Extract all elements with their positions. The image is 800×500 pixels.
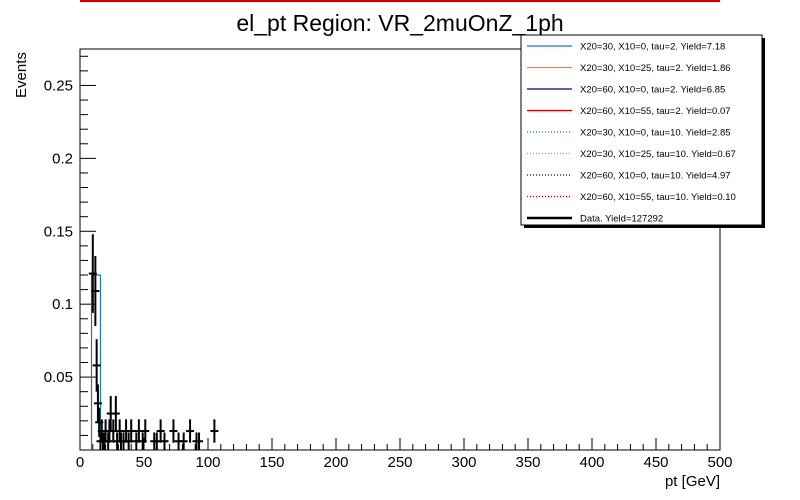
- y-tick-label: 0.2: [52, 150, 73, 167]
- legend-entry: X20=30, X10=0, tau=2. Yield=7.18: [527, 42, 725, 53]
- legend-entry: X20=60, X10=0, tau=2. Yield=6.85: [527, 85, 725, 96]
- legend-entry: X20=30, X10=25, tau=10. Yield=0.67: [527, 149, 736, 160]
- y-axis: 0.05 0.1 0.15 0.2 0.25: [44, 55, 96, 451]
- legend-label: X20=30, X10=25, tau=10. Yield=0.67: [580, 149, 736, 160]
- y-tick-label: 0.1: [52, 296, 73, 313]
- x-axis: 0 50 100 150 200 250 300 350 400 450 500: [76, 438, 733, 471]
- x-tick-label: 500: [707, 454, 732, 471]
- data-point: [186, 419, 195, 443]
- data-point: [127, 419, 136, 443]
- legend-entry: Data. Yield=127292: [527, 214, 663, 225]
- x-tick-label: 100: [195, 454, 220, 471]
- chart-title: el_pt Region: VR_2muOnZ_1ph: [236, 10, 563, 36]
- data-points: [88, 234, 219, 450]
- legend-label: X20=60, X10=0, tau=2. Yield=6.85: [580, 85, 725, 96]
- y-tick-label: 0.25: [44, 77, 73, 94]
- data-point: [160, 432, 169, 450]
- x-tick-label: 50: [136, 454, 153, 471]
- x-tick-label: 200: [323, 454, 348, 471]
- legend-label: X20=30, X10=25, tau=2. Yield=1.86: [580, 63, 731, 74]
- x-tick-label: 250: [387, 454, 412, 471]
- data-point: [179, 432, 188, 450]
- data-point: [169, 419, 178, 443]
- x-tick-label: 300: [451, 454, 476, 471]
- legend-entries: X20=30, X10=0, tau=2. Yield=7.18 X20=30, …: [527, 42, 736, 225]
- y-tick-label: 0.05: [44, 369, 73, 386]
- x-axis-title: pt [GeV]: [665, 473, 720, 490]
- x-tick-label: 150: [259, 454, 284, 471]
- data-point: [141, 419, 150, 443]
- data-point: [91, 256, 100, 327]
- legend-entry: X20=30, X10=25, tau=2. Yield=1.86: [527, 63, 731, 74]
- y-tick-label: 0.15: [44, 223, 73, 240]
- legend-entry: X20=30, X10=0, tau=10. Yield=2.85: [527, 128, 731, 139]
- legend-label: X20=60, X10=55, tau=2. Yield=0.07: [580, 106, 731, 117]
- legend-entry: X20=60, X10=55, tau=2. Yield=0.07: [527, 106, 731, 117]
- legend-entry: X20=60, X10=0, tau=10. Yield=4.97: [527, 171, 731, 182]
- data-point: [104, 432, 113, 450]
- legend-label: X20=60, X10=55, tau=10. Yield=0.10: [580, 192, 736, 203]
- x-tick-label: 350: [515, 454, 540, 471]
- data-point: [156, 419, 165, 443]
- legend-label: Data. Yield=127292: [580, 214, 663, 225]
- x-tick-label: 450: [643, 454, 668, 471]
- legend-box: [520, 34, 763, 226]
- data-point: [111, 396, 120, 432]
- legend: X20=30, X10=0, tau=2. Yield=7.18 X20=30, …: [520, 34, 765, 228]
- legend-entry: X20=60, X10=55, tau=10. Yield=0.10: [527, 192, 736, 203]
- legend-label: X20=30, X10=0, tau=2. Yield=7.18: [580, 42, 725, 53]
- data-point: [195, 432, 204, 450]
- data-point: [92, 339, 101, 392]
- legend-label: X20=30, X10=0, tau=10. Yield=2.85: [580, 128, 731, 139]
- data-point: [93, 384, 102, 423]
- data-point: [152, 432, 161, 450]
- x-tick-label: 400: [579, 454, 604, 471]
- y-axis-title: Events: [13, 52, 30, 98]
- data-point: [210, 419, 219, 443]
- x-tick-label: 0: [76, 454, 84, 471]
- legend-label: X20=60, X10=0, tau=10. Yield=4.97: [580, 171, 731, 182]
